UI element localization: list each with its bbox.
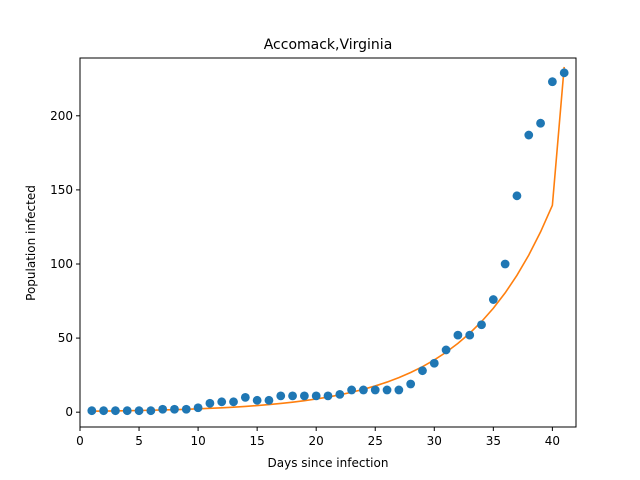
data-point <box>536 118 545 128</box>
data-point <box>299 391 309 401</box>
data-point <box>559 68 569 78</box>
data-point <box>429 358 439 368</box>
y-tick-label: 50 <box>58 331 73 345</box>
data-point <box>111 406 120 416</box>
data-point <box>347 385 357 395</box>
data-point <box>252 395 262 405</box>
data-point <box>217 397 227 407</box>
data-point <box>394 385 404 395</box>
data-point <box>146 406 156 416</box>
x-tick-label: 35 <box>486 434 501 448</box>
data-point <box>359 385 368 395</box>
y-axis: 0 50 100 150 200 <box>50 109 80 419</box>
data-point <box>512 191 522 201</box>
data-point <box>453 330 463 340</box>
data-point <box>229 397 238 407</box>
data-point <box>158 404 168 414</box>
data-point <box>418 366 427 376</box>
x-tick-label: 40 <box>545 434 560 448</box>
data-point <box>323 391 333 401</box>
data-point <box>134 406 144 416</box>
y-tick-label: 100 <box>50 257 73 271</box>
x-tick-label: 20 <box>309 434 324 448</box>
data-point <box>370 385 380 395</box>
points-series <box>87 68 569 416</box>
data-point <box>311 391 321 401</box>
data-point <box>240 392 250 402</box>
x-tick-label: 5 <box>135 434 143 448</box>
data-point <box>547 77 557 87</box>
x-tick-label: 25 <box>368 434 383 448</box>
data-point <box>170 404 179 414</box>
data-point <box>99 406 109 416</box>
plot-area <box>79 57 577 428</box>
data-point <box>335 389 345 399</box>
data-point <box>406 379 416 389</box>
data-point <box>488 295 498 304</box>
data-point <box>500 259 510 269</box>
data-point <box>477 320 486 330</box>
data-point <box>181 404 191 414</box>
data-point <box>465 330 475 340</box>
y-tick-label: 200 <box>50 109 73 123</box>
x-tick-label: 0 <box>76 434 84 448</box>
y-axis-label: Population infected <box>24 185 38 301</box>
fit-line <box>91 66 565 413</box>
x-tick-label: 15 <box>250 434 265 448</box>
data-point <box>524 130 534 140</box>
x-tick-label: 30 <box>427 434 442 448</box>
plot-frame <box>79 57 577 428</box>
data-point <box>288 391 297 401</box>
x-axis: 0 5 10 15 20 25 30 35 40 <box>76 427 560 448</box>
data-point <box>122 406 132 416</box>
data-point <box>276 391 286 401</box>
data-point <box>193 403 203 413</box>
y-tick-label: 0 <box>65 405 73 419</box>
data-point <box>87 406 97 416</box>
data-point <box>205 398 215 408</box>
x-tick-label: 10 <box>190 434 205 448</box>
x-axis-label: Days since infection <box>268 456 389 470</box>
chart-title: Accomack,Virginia <box>264 37 393 53</box>
data-point <box>264 395 274 405</box>
y-tick-label: 150 <box>50 183 73 197</box>
data-point <box>441 345 451 355</box>
data-point <box>382 385 392 395</box>
fit-series <box>91 66 565 413</box>
